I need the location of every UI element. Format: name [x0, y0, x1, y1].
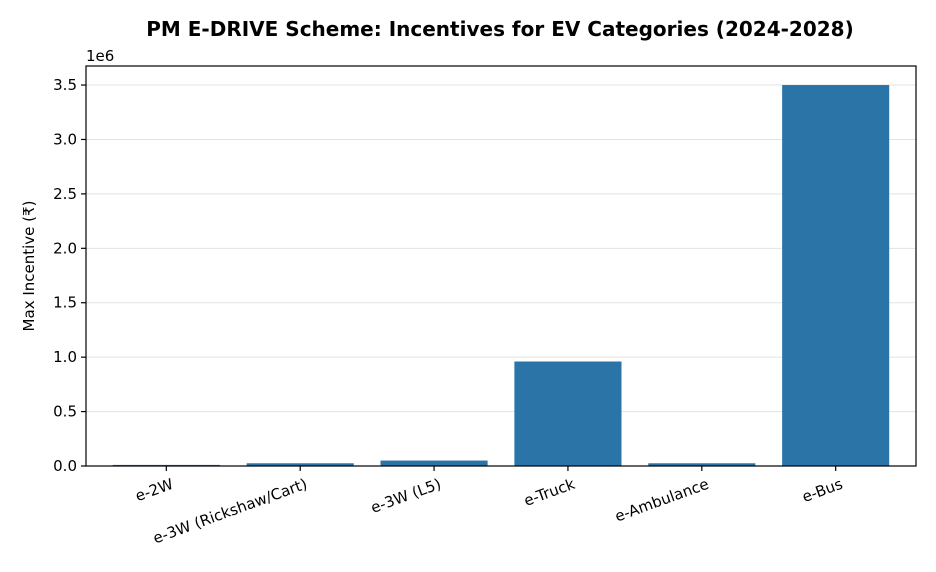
- bar-e-3w-rickshaw-cart: [246, 463, 354, 466]
- y-axis-offset-label: 1e6: [86, 47, 114, 65]
- bars: [112, 85, 890, 467]
- y-tick-label: 0.0: [53, 457, 77, 475]
- bar-e-bus: [782, 85, 890, 467]
- y-tick-label: 0.5: [53, 403, 77, 421]
- x-tick-label: e-3W (L5): [368, 475, 443, 517]
- bar-e-truck: [514, 361, 622, 466]
- y-tick-label: 3.5: [53, 76, 77, 94]
- chart-title: PM E-DRIVE Scheme: Incentives for EV Cat…: [146, 17, 853, 41]
- x-tick-label: e-2W: [133, 475, 176, 505]
- plot-frame: [85, 65, 917, 467]
- y-tick-label: 1.5: [53, 294, 77, 312]
- bar-e-ambulance: [648, 463, 756, 466]
- y-axis-ticks: 0.0 0.5 1.0 1.5 2.0 2.5 3.0 3.5: [53, 76, 86, 475]
- gridlines: [86, 84, 916, 467]
- x-tick-label: e-3W (Rickshaw/Cart): [151, 475, 310, 548]
- y-tick-label: 1.0: [53, 348, 77, 366]
- y-tick-label: 2.5: [53, 185, 77, 203]
- y-tick-label: 2.0: [53, 239, 77, 257]
- y-axis-label: Max Incentive (₹): [20, 201, 38, 332]
- x-tick-label: e-Ambulance: [612, 475, 711, 526]
- bar-e-3w-l5: [380, 460, 488, 466]
- x-tick-label: e-Bus: [800, 475, 846, 506]
- x-axis-ticks: e-2We-3W (Rickshaw/Cart) e-3W (L5) e-Truck…: [133, 466, 845, 547]
- x-tick-label: e-Truck: [521, 475, 577, 510]
- y-tick-label: 3.0: [53, 130, 77, 148]
